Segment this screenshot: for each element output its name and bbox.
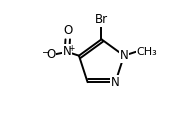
Text: +: + <box>68 44 74 53</box>
Text: Br: Br <box>95 13 108 26</box>
Text: O: O <box>46 49 55 61</box>
Text: N: N <box>111 76 120 89</box>
Text: O: O <box>63 24 72 37</box>
Text: CH₃: CH₃ <box>137 47 158 57</box>
Text: N: N <box>120 49 128 62</box>
Text: N: N <box>63 45 71 58</box>
Text: −: − <box>42 49 50 58</box>
